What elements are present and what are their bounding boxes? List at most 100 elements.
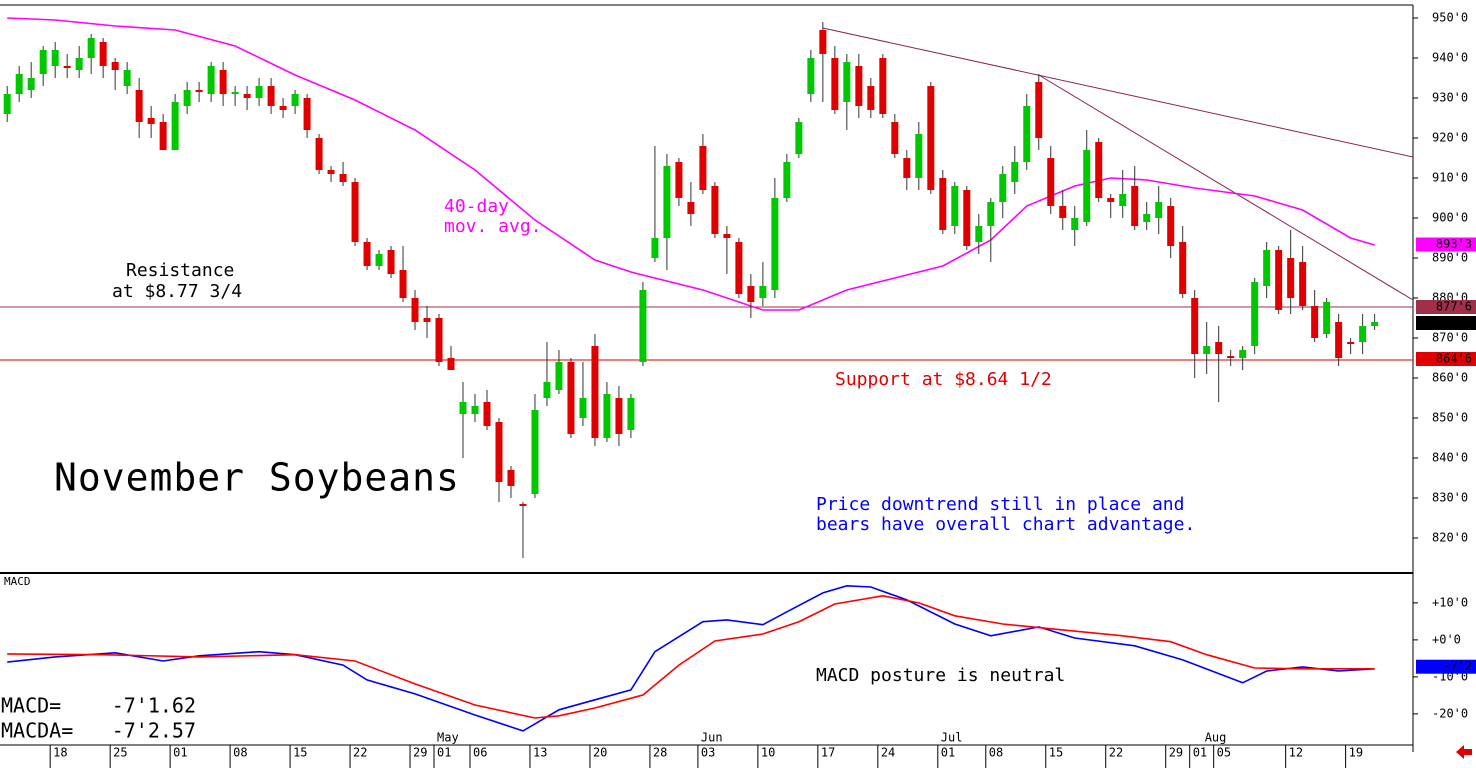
candle-body xyxy=(291,94,299,106)
candle-body xyxy=(519,504,527,506)
candle-body xyxy=(771,198,779,290)
candle-body xyxy=(939,178,947,230)
annotation: Price downtrend still in place and xyxy=(816,494,1184,515)
candle-body xyxy=(135,90,143,122)
candle-body xyxy=(267,86,275,106)
candle-body xyxy=(459,402,467,414)
x-tick-label: 15 xyxy=(1049,746,1063,760)
month-label: Aug xyxy=(1205,731,1227,745)
candle-body xyxy=(15,74,23,94)
month-label: May xyxy=(437,731,459,745)
candle-body xyxy=(495,422,503,482)
candle-body xyxy=(1359,326,1367,342)
readout-value: -7'1.62 xyxy=(112,694,196,718)
candle-body xyxy=(831,58,839,110)
candle-body xyxy=(39,50,47,74)
candle-body xyxy=(363,242,371,266)
candle-body xyxy=(783,162,791,198)
candle-body xyxy=(3,94,11,114)
candle-body xyxy=(507,470,515,486)
candle-body xyxy=(555,362,563,390)
candle-body xyxy=(735,242,743,294)
month-label: Jun xyxy=(701,731,723,745)
candle-body xyxy=(1311,306,1319,338)
candle-body xyxy=(543,382,551,398)
candle-body xyxy=(207,66,215,94)
candle-body xyxy=(1347,342,1355,344)
macd-line xyxy=(7,584,1375,732)
x-tick-label: 01 xyxy=(173,746,187,760)
candle-body xyxy=(219,70,227,94)
candle-body xyxy=(567,362,575,434)
x-tick-label: 08 xyxy=(233,746,247,760)
candle-body xyxy=(243,94,251,98)
candle-body xyxy=(279,106,287,110)
price-tag xyxy=(1416,352,1476,366)
candle-body xyxy=(531,410,539,494)
candle-body xyxy=(351,182,359,242)
price-tag-label: 873'6 xyxy=(1436,316,1472,330)
price-tag xyxy=(1416,659,1476,674)
y-tick-label: 850'0 xyxy=(1432,411,1468,425)
candle-body xyxy=(699,146,707,190)
candle-body xyxy=(483,402,491,426)
x-tick-label: 06 xyxy=(473,746,487,760)
readout-label: MACDA= xyxy=(1,719,73,743)
candle-body xyxy=(315,138,323,170)
candle-body xyxy=(435,318,443,362)
candle-body xyxy=(963,190,971,246)
y-tick-label: -20'0 xyxy=(1432,706,1468,720)
x-tick-label: 19 xyxy=(1349,746,1363,760)
candle-body xyxy=(327,170,335,174)
annotation: at $8.77 3/4 xyxy=(112,281,242,302)
scroll-arrow[interactable] xyxy=(1456,745,1472,759)
candle-body xyxy=(1059,206,1067,218)
candle-body xyxy=(975,226,983,242)
x-tick-label: 10 xyxy=(761,746,775,760)
trend-line xyxy=(822,27,1414,158)
candle-body xyxy=(687,202,695,214)
y-tick-label: 920'0 xyxy=(1432,131,1468,145)
y-tick-label: 860'0 xyxy=(1432,371,1468,385)
candle-body xyxy=(255,86,263,98)
candle-body xyxy=(603,394,611,438)
x-tick-label: 17 xyxy=(821,746,835,760)
candle-body xyxy=(1287,258,1295,298)
candle-body xyxy=(147,118,155,124)
plot: 820'0830'0840'0850'0860'0870'0880'0890'0… xyxy=(0,11,1476,768)
candle-body xyxy=(1047,158,1055,206)
x-tick-label: 29 xyxy=(1169,746,1183,760)
readout-label: MACD= xyxy=(1,694,61,718)
candle-body xyxy=(915,134,923,178)
candle-body xyxy=(1179,242,1187,294)
candle-body xyxy=(123,70,131,86)
y-tick-label: 840'0 xyxy=(1432,451,1468,465)
moving-average xyxy=(7,17,1375,311)
y-tick-label: 910'0 xyxy=(1432,171,1468,185)
candle-body xyxy=(1191,298,1199,354)
candle-body xyxy=(1335,322,1343,358)
candle-body xyxy=(111,62,119,70)
x-tick-label: 22 xyxy=(1109,746,1123,760)
annotation: mov. avg. xyxy=(444,216,542,237)
candle-body xyxy=(627,398,635,430)
candle-body xyxy=(159,122,167,150)
y-tick-label: 820'0 xyxy=(1432,531,1468,545)
candle-body xyxy=(843,62,851,102)
x-tick-label: 22 xyxy=(353,746,367,760)
annotation: MACD posture is neutral xyxy=(816,665,1065,686)
annotation: 40-day xyxy=(444,196,509,217)
candle-body xyxy=(1203,346,1211,354)
candle-body xyxy=(1167,206,1175,246)
chart-title: November Soybeans xyxy=(54,456,460,500)
candle-body xyxy=(183,90,191,106)
x-tick-label: 01 xyxy=(437,746,451,760)
y-tick-label: 870'0 xyxy=(1432,331,1468,345)
y-tick-label: 930'0 xyxy=(1432,91,1468,105)
candle-body xyxy=(903,158,911,178)
candle-body xyxy=(675,162,683,198)
x-tick-label: 20 xyxy=(593,746,607,760)
candle-body xyxy=(1083,150,1091,222)
